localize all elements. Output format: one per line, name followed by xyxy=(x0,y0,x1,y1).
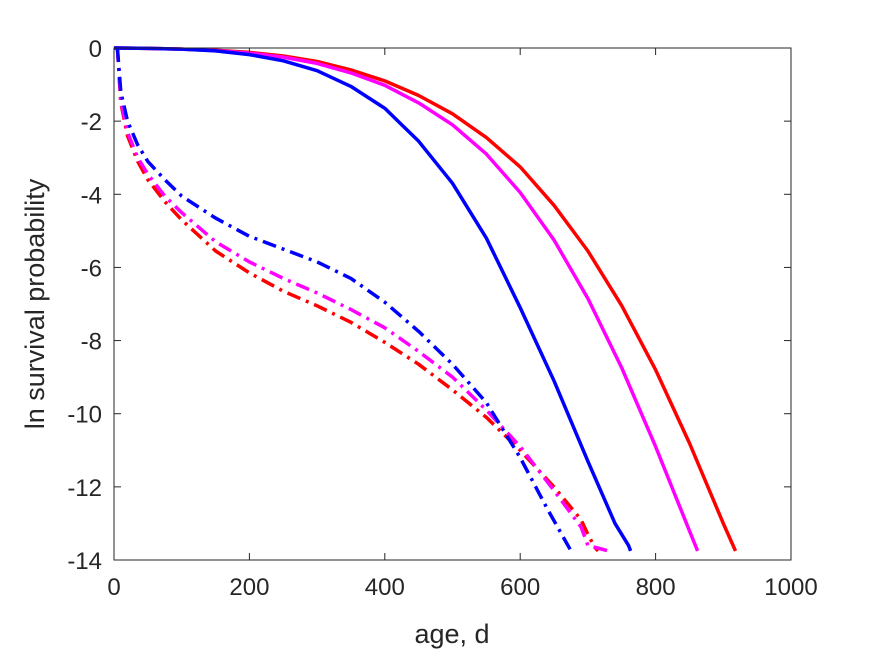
x-tick-label: 600 xyxy=(500,574,540,601)
y-tick-label: -2 xyxy=(81,109,102,136)
y-tick-label: -10 xyxy=(67,402,102,429)
series-line-6 xyxy=(115,47,573,552)
series-line-2 xyxy=(113,46,700,552)
y-tick-label: 0 xyxy=(89,36,102,63)
y-axis-label: ln survival probability xyxy=(20,178,50,429)
x-tick-label: 800 xyxy=(636,574,676,601)
series-line-5 xyxy=(115,47,609,553)
plot-frame xyxy=(113,47,792,561)
y-tick-label: -14 xyxy=(67,548,102,575)
x-tick-label: 0 xyxy=(107,574,120,601)
y-tick-label: -12 xyxy=(67,475,102,502)
tick-layer: 0 200 400 600 800 1000 0 -2 -4 -6 -8 -10 -12 -14 xyxy=(67,36,817,601)
x-tick-label: 400 xyxy=(365,574,405,601)
series-line-4 xyxy=(115,47,600,553)
series-layer xyxy=(113,46,738,553)
y-tick-label: -6 xyxy=(81,255,102,282)
series-line-3 xyxy=(113,46,633,552)
x-tick-label: 1000 xyxy=(764,574,817,601)
series-line-1 xyxy=(113,46,738,552)
x-axis-label: age, d xyxy=(414,619,489,649)
x-tick-label: 200 xyxy=(229,574,269,601)
y-tick-label: -4 xyxy=(81,182,102,209)
y-tick-label: -8 xyxy=(81,329,102,356)
